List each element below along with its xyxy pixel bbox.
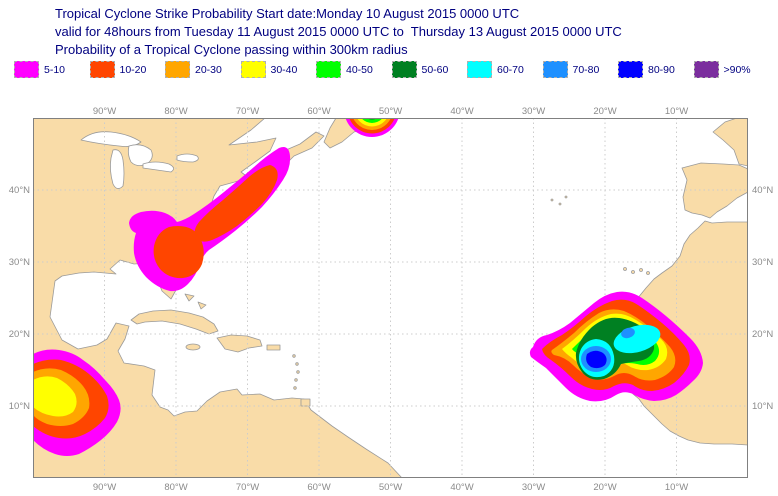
axis-label: 30°N — [9, 257, 30, 268]
axis-label: 20°W — [593, 482, 616, 493]
axis-label: 40°N — [752, 185, 773, 196]
legend-label: 80-90 — [648, 63, 675, 76]
lake-ontario — [176, 153, 199, 163]
island-hispaniola — [216, 334, 263, 353]
band-80-90 — [586, 350, 607, 369]
island-puerto-rico — [266, 344, 281, 351]
legend-item: 30-40 — [240, 61, 317, 78]
axis-label: 60°W — [307, 482, 330, 493]
legend-label: >90% — [723, 63, 751, 76]
probability-legend: 5-10 10-20 20-30 30-40 40-50 50-60 60-70… — [14, 61, 769, 78]
axis-label: 10°N — [752, 401, 773, 412]
axis-label: 30°W — [522, 106, 545, 117]
islands-azores — [550, 195, 568, 206]
legend-item: 80-90 — [618, 61, 694, 78]
legend-label: 5-10 — [44, 63, 66, 76]
island-jamaica — [185, 343, 201, 351]
legend-label: 10-20 — [119, 63, 147, 76]
axis-label: 70°W — [236, 482, 259, 493]
island-trinidad — [300, 398, 311, 407]
blob-us-east-coast — [129, 147, 291, 292]
title-line-1: Tropical Cyclone Strike Probability Star… — [55, 6, 520, 21]
legend-swatch-80-90 — [618, 61, 643, 78]
land-americas — [33, 118, 403, 478]
band-10-20 — [194, 165, 278, 242]
axis-label: 10°W — [665, 482, 688, 493]
axis-label: 30°W — [522, 482, 545, 493]
legend-item: 5-10 — [14, 61, 90, 78]
islands-bahamas — [184, 293, 207, 310]
axis-label: 80°W — [164, 106, 187, 117]
axis-label: 20°W — [593, 106, 616, 117]
axis-label: 10°W — [665, 106, 688, 117]
legend-item: 50-60 — [391, 61, 468, 78]
lake-erie — [142, 161, 174, 173]
axis-left-latitude: 40°N 30°N 20°N 10°N — [9, 185, 30, 412]
axis-bottom-longitude: 90°W 80°W 70°W 60°W 50°W 40°W 30°W 20°W … — [93, 482, 688, 493]
legend-label: 50-60 — [421, 63, 449, 76]
islands-lesser-antilles — [292, 354, 300, 390]
legend-item: 60-70 — [467, 61, 543, 78]
legend-swatch-70-80 — [542, 61, 568, 78]
axis-label: 60°W — [307, 106, 330, 117]
band-60-70 — [365, 102, 379, 116]
legend-label: 40-50 — [346, 63, 373, 76]
band-30-40 — [33, 376, 77, 417]
map-border — [33, 118, 748, 478]
legend-swatch-50-60 — [391, 61, 417, 78]
legend-swatch-10-20 — [89, 61, 115, 78]
legend-item: 40-50 — [316, 61, 392, 78]
axis-label: 50°W — [379, 482, 402, 493]
land-france — [712, 118, 748, 167]
lake-superior — [80, 131, 142, 147]
axis-label: 40°W — [450, 482, 473, 493]
legend-swatch-30-40 — [240, 61, 266, 78]
legend-swatch-90plus — [693, 61, 719, 78]
legend-label: 20-30 — [195, 63, 222, 76]
band-70-80 — [621, 327, 635, 339]
axis-label: 70°W — [236, 106, 259, 117]
title-line-3: Probability of a Tropical Cyclone passin… — [55, 42, 408, 57]
legend-label: 70-80 — [572, 63, 600, 76]
axis-label: 40°N — [9, 185, 30, 196]
axis-right-latitude: 40°N 30°N 20°N 10°N — [752, 185, 773, 412]
axis-label: 80°W — [164, 482, 187, 493]
island-cuba — [130, 309, 219, 335]
axis-top-longitude: 90°W 80°W 70°W 60°W 50°W 40°W 30°W 20°W … — [93, 106, 688, 117]
legend-item: 10-20 — [89, 61, 166, 78]
blob-west-africa — [529, 291, 703, 402]
axis-label: 50°W — [379, 106, 402, 117]
axis-label: 40°W — [450, 106, 473, 117]
axis-label: 90°W — [93, 106, 116, 117]
axis-label: 20°N — [9, 329, 30, 340]
blob-western-caribbean — [33, 349, 121, 456]
axis-label: 20°N — [752, 329, 773, 340]
legend-label: 30-40 — [270, 63, 298, 76]
legend-swatch-5-10 — [14, 61, 39, 78]
legend-label: 60-70 — [497, 63, 524, 76]
band-10-20 — [153, 226, 204, 279]
legend-item: >90% — [693, 61, 770, 78]
legend-item: 20-30 — [165, 61, 241, 78]
axis-label: 30°N — [752, 257, 773, 268]
blob-newfoundland — [345, 102, 399, 137]
legend-swatch-20-30 — [165, 61, 190, 78]
legend-item: 70-80 — [542, 61, 619, 78]
band-40-50 — [361, 118, 383, 123]
axis-label: 90°W — [93, 482, 116, 493]
title-line-2: valid for 48hours from Tuesday 11 August… — [55, 24, 622, 39]
land-iberia — [681, 162, 748, 219]
islands-canary — [623, 267, 650, 275]
lake-michigan — [109, 149, 125, 189]
axis-label: 10°N — [9, 401, 30, 412]
legend-swatch-40-50 — [316, 61, 341, 78]
legend-swatch-60-70 — [467, 61, 492, 78]
